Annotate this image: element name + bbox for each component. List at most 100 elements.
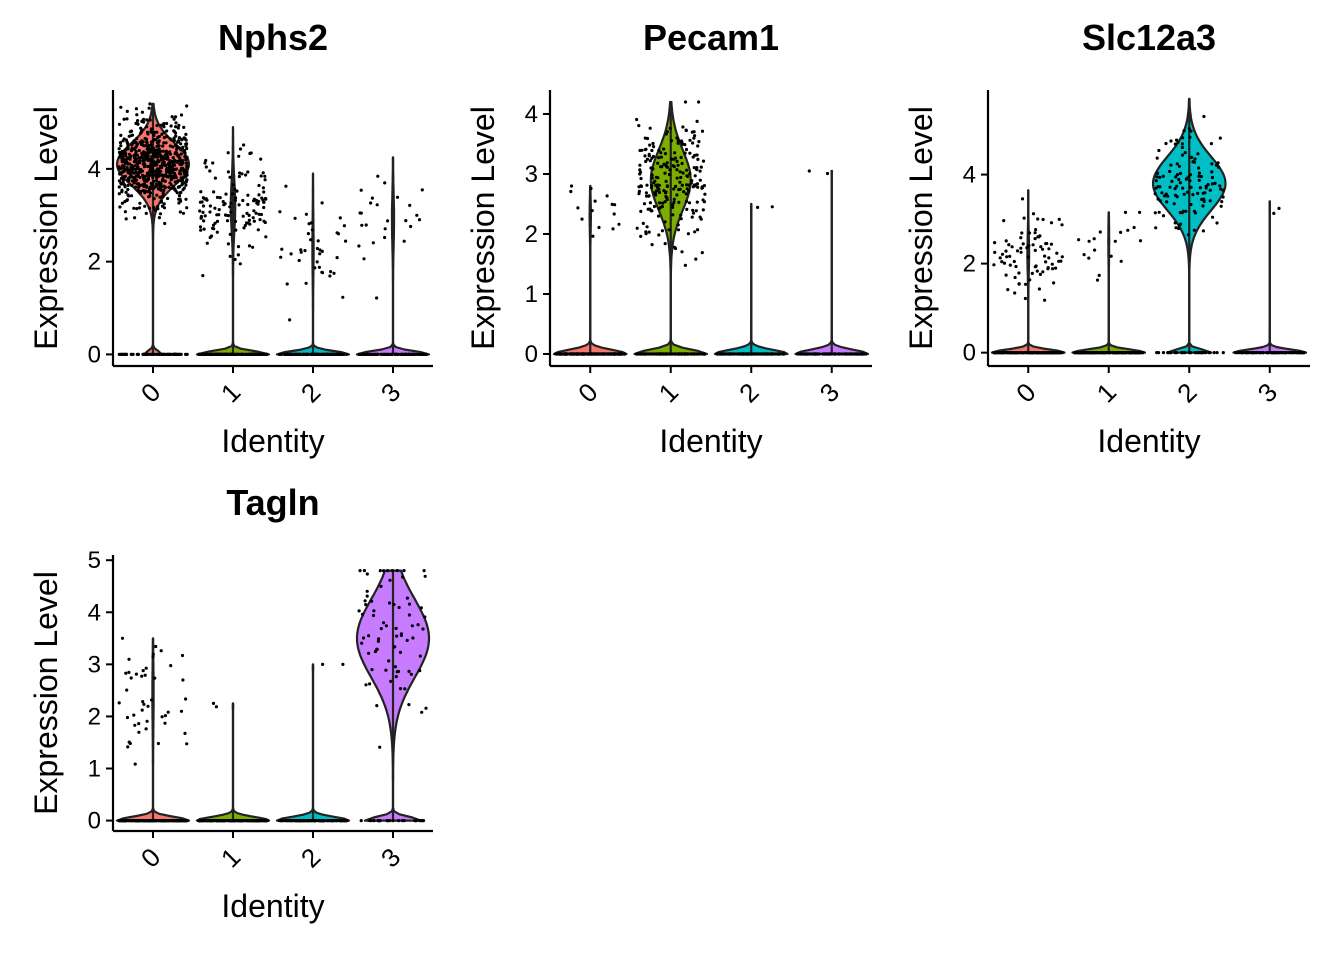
data-point (303, 352, 307, 356)
data-point (1219, 204, 1223, 208)
data-point (171, 156, 175, 160)
data-point (155, 140, 159, 145)
data-point (117, 147, 121, 151)
data-point (1004, 239, 1008, 243)
data-point (142, 150, 146, 154)
data-point (140, 139, 144, 143)
data-point (154, 151, 158, 155)
y-tick-label: 3 (525, 161, 538, 188)
data-point (125, 715, 130, 720)
y-tick-label: 4 (88, 599, 101, 626)
data-point (843, 352, 847, 356)
data-point (130, 819, 134, 823)
data-point (144, 727, 148, 731)
data-point (178, 156, 182, 160)
data-point (160, 352, 164, 356)
data-point (132, 156, 137, 160)
data-point (1295, 351, 1299, 355)
data-point (681, 171, 685, 175)
data-point (181, 145, 185, 149)
data-point (133, 819, 137, 823)
y-axis-title: Expression Level (903, 106, 939, 350)
data-point (177, 123, 181, 127)
data-point (140, 708, 144, 712)
data-point (679, 213, 683, 217)
points-cluster-0 (117, 102, 189, 356)
data-point (172, 185, 176, 189)
data-point (825, 352, 830, 356)
data-point (679, 352, 683, 356)
data-point (138, 819, 142, 823)
data-point (176, 185, 180, 189)
data-point (144, 352, 148, 356)
data-point (248, 222, 252, 226)
data-point (664, 179, 668, 183)
data-point (179, 152, 183, 156)
data-point (153, 130, 157, 134)
data-point (700, 251, 704, 255)
data-point (117, 155, 121, 159)
data-point (1198, 186, 1202, 190)
data-point (394, 675, 398, 679)
data-point (1178, 171, 1183, 175)
data-point (1199, 351, 1203, 355)
data-point (652, 204, 657, 209)
data-point (119, 182, 124, 186)
data-point (1181, 136, 1185, 140)
data-point (998, 256, 1002, 260)
data-point (684, 192, 688, 196)
data-point (696, 157, 700, 161)
data-point (140, 169, 145, 173)
data-point (140, 128, 144, 132)
data-point (1160, 191, 1164, 195)
data-point (152, 169, 156, 174)
data-point (329, 819, 333, 823)
data-point (282, 352, 286, 356)
data-point (1277, 351, 1282, 355)
data-point (238, 147, 243, 151)
data-point (648, 159, 652, 163)
data-point (126, 187, 130, 192)
x-tick-label: 0 (135, 377, 166, 408)
points-cluster-2 (1153, 114, 1225, 355)
data-point (1236, 351, 1241, 355)
data-point (118, 205, 122, 209)
data-point (132, 206, 136, 210)
data-point (362, 257, 366, 261)
data-point (1174, 226, 1178, 230)
data-point (185, 173, 189, 177)
data-point (1272, 211, 1276, 215)
data-point (137, 148, 141, 153)
data-point (671, 203, 675, 207)
panel-nphs2: Nphs2 0 2 4 Expression Level Identity 0 1 2 3 (28, 17, 433, 459)
data-point (368, 682, 372, 686)
data-point (688, 151, 692, 155)
data-point (1002, 261, 1007, 265)
data-point (1056, 351, 1060, 355)
data-point (285, 282, 289, 286)
data-point (167, 169, 171, 173)
data-point (592, 352, 596, 356)
data-point (684, 128, 688, 132)
data-point (379, 584, 383, 589)
data-point (393, 352, 397, 356)
data-point (226, 151, 230, 155)
data-point (663, 242, 667, 246)
data-point (742, 352, 747, 356)
data-point (159, 200, 164, 204)
data-point (150, 167, 155, 171)
data-point (690, 215, 694, 219)
y-tick-label: 5 (88, 547, 101, 574)
data-point (216, 819, 220, 823)
data-point (405, 638, 409, 643)
data-point (264, 235, 268, 239)
data-point (204, 165, 208, 169)
data-point (1123, 210, 1128, 214)
data-point (133, 164, 137, 168)
data-point (134, 107, 138, 111)
data-point (676, 141, 680, 145)
data-point (197, 352, 202, 356)
data-point (182, 149, 187, 153)
data-point (665, 161, 669, 165)
data-point (175, 145, 179, 149)
